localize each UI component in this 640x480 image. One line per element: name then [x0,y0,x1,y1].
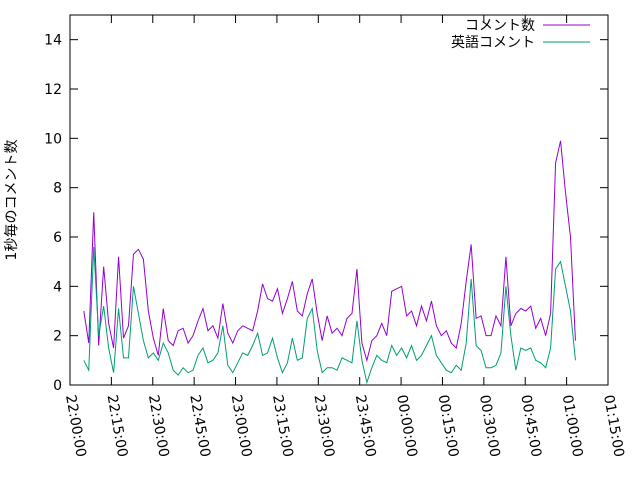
y-tick-label: 0 [53,378,62,394]
y-tick-label: 14 [44,33,62,49]
x-tick-label: 01:15:00 [600,394,627,459]
y-tick-label: 6 [53,230,62,246]
y-tick-label: 10 [44,131,62,147]
x-tick-label: 00:30:00 [476,394,503,459]
series-line [83,246,576,385]
legend-label: コメント数 [465,18,535,34]
y-tick-label: 8 [53,181,62,197]
x-tick-label: 22:45:00 [186,394,213,459]
x-tick-label: 01:00:00 [559,394,586,459]
x-tick-label: 23:15:00 [269,394,296,459]
x-tick-label: 22:00:00 [62,394,89,459]
y-tick-label: 2 [53,329,62,345]
x-tick-label: 22:30:00 [145,394,172,459]
legend-label: 英語コメント [451,34,535,51]
x-tick-label: 23:30:00 [310,394,337,459]
y-axis-label: 1秒毎のコメント数 [4,140,20,261]
x-tick-label: 23:00:00 [228,394,255,459]
y-tick-label: 4 [53,279,62,295]
plot-frame [69,14,609,386]
series-line [83,140,576,363]
x-tick-label: 23:45:00 [352,394,379,459]
x-tick-label: 00:45:00 [517,394,544,459]
x-tick-label: 00:15:00 [435,394,462,459]
y-tick-label: 12 [44,82,62,98]
x-tick-label: 00:00:00 [393,394,420,459]
x-tick-label: 22:15:00 [104,394,131,459]
